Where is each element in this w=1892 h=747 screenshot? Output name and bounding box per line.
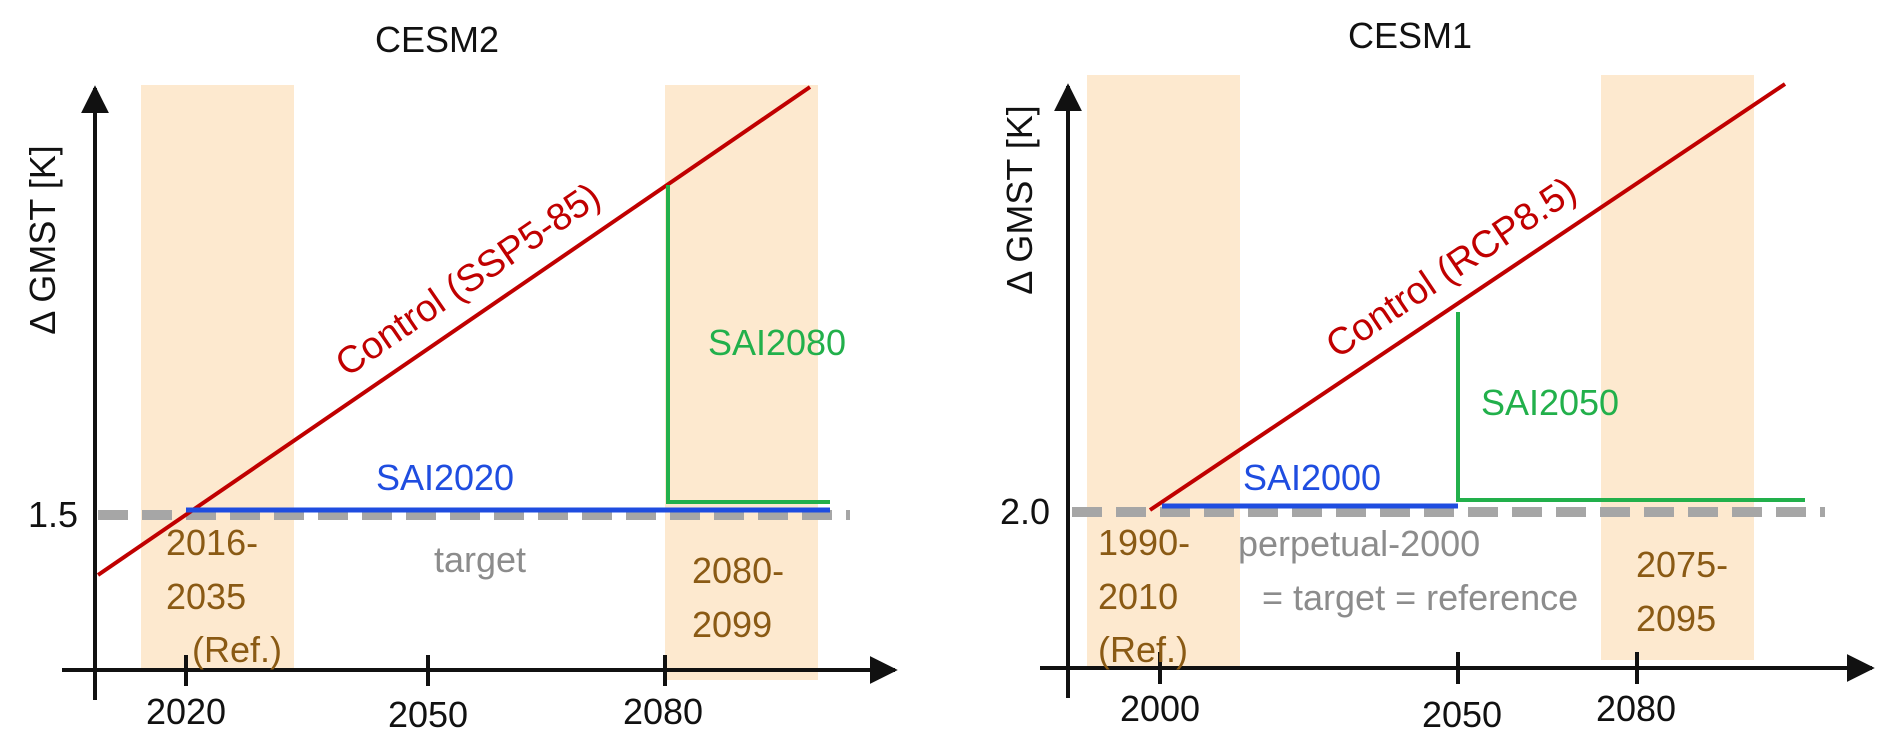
sai-late-label: SAI2050 — [1481, 382, 1619, 423]
ref-period-label: (Ref.) — [1098, 629, 1188, 670]
control-label: Control (RCP8.5) — [1319, 169, 1584, 366]
late-period-label: 2095 — [1636, 598, 1716, 639]
target-label: = target = reference — [1262, 577, 1578, 618]
control-line — [96, 85, 812, 577]
x-tick-label: 2000 — [1120, 688, 1200, 729]
ref-period-label: (Ref.) — [192, 629, 282, 670]
ref-period-band — [141, 85, 294, 670]
x-tick-label: 2050 — [388, 694, 468, 735]
y-axis-label: Δ GMST [K] — [22, 145, 63, 334]
sai-constant-label: SAI2020 — [376, 457, 514, 498]
panel-title: CESM2 — [375, 19, 499, 60]
ref-period-band — [1087, 75, 1240, 670]
ref-period-label: 2016- — [166, 522, 258, 563]
control-label: Control (SSP5-85) — [328, 175, 608, 385]
late-period-label: 2075- — [1636, 544, 1728, 585]
sai-constant-label: SAI2000 — [1243, 457, 1381, 498]
x-tick-label: 2080 — [623, 691, 703, 732]
late-period-band — [665, 85, 818, 680]
ref-period-label: 2010 — [1098, 576, 1178, 617]
sai-late-label: SAI2080 — [708, 322, 846, 363]
x-tick-label: 2020 — [146, 691, 226, 732]
target-label: perpetual-2000 — [1238, 523, 1480, 564]
x-tick-label: 2080 — [1596, 688, 1676, 729]
late-period-label: 2080- — [692, 550, 784, 591]
panel-cesm1: CESM1 Δ GMST [K] 2.0 2000 2050 2080 Cont… — [999, 15, 1875, 735]
sai-late-line — [1456, 312, 1805, 502]
ref-period-label: 1990- — [1098, 522, 1190, 563]
late-period-label: 2099 — [692, 604, 772, 645]
ref-period-label: 2035 — [166, 576, 246, 617]
panel-cesm2: CESM2 Δ GMST [K] 1.5 2020 2050 2080 Cont… — [22, 19, 898, 735]
x-tick-label: 2050 — [1422, 694, 1502, 735]
panel-title: CESM1 — [1348, 15, 1472, 56]
sai-late-line — [666, 185, 830, 504]
target-label: target — [434, 539, 526, 580]
late-period-band — [1601, 75, 1754, 660]
y-tick-label: 2.0 — [1000, 491, 1050, 532]
y-axis-label: Δ GMST [K] — [999, 105, 1040, 294]
y-tick-label: 1.5 — [28, 494, 78, 535]
control-line — [1148, 82, 1787, 512]
